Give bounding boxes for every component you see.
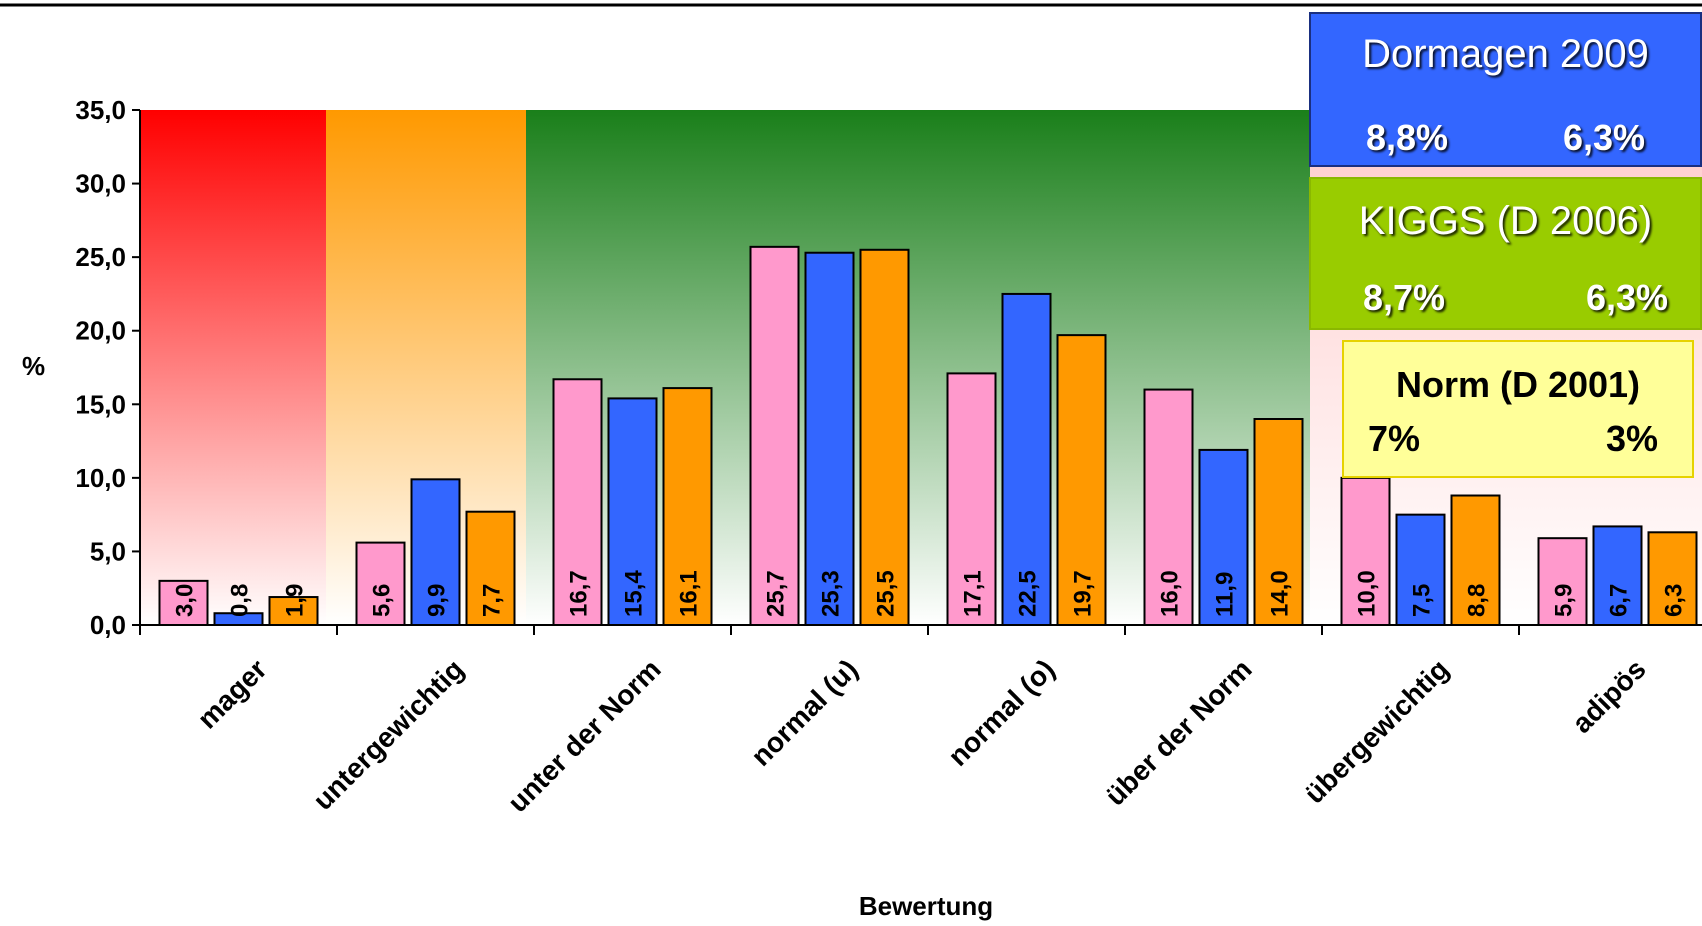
data-label: 3,0	[172, 584, 199, 617]
x-tick-label: normal (u)	[745, 653, 864, 772]
data-label: 5,6	[369, 584, 396, 617]
x-tick-label: untergewichtig	[307, 653, 470, 816]
norm-right-value: 3%	[1606, 418, 1659, 459]
bar	[552, 378, 603, 626]
data-label: 16,7	[566, 570, 593, 617]
data-label: 14,0	[1267, 570, 1294, 617]
data-labels: 3,0 5,6 16,7 25,7 17,1 16,0 10,0 5,9 0,8 9,9 15,4 2…	[172, 570, 1688, 617]
data-label: 25,5	[873, 570, 900, 617]
kiggs-title: KIGGS (D 2006)	[1358, 199, 1653, 243]
x-tick-label: unter der Norm	[502, 653, 667, 818]
y-axis: 0,0 5,0 10,0 15,0 20,0 25,0 30,0 35,0	[75, 95, 141, 640]
bar	[410, 478, 461, 627]
x-tick-label: übergewichtig	[1299, 653, 1455, 809]
y-tick-label: 25,0	[75, 242, 126, 272]
x-tick-label: adipös	[1566, 653, 1652, 739]
y-axis-title: %	[22, 351, 45, 381]
norm-left-value: 7%	[1368, 418, 1421, 459]
x-axis: mager untergewichtig unter der Norm normal …	[139, 624, 1702, 818]
norm-title: Norm (D 2001)	[1395, 364, 1641, 405]
y-tick-label: 5,0	[90, 536, 126, 566]
data-label: 16,1	[676, 570, 703, 617]
bar	[1001, 292, 1052, 626]
bar	[158, 579, 209, 626]
norm-box: Norm (D 2001) 7% 3%	[1342, 340, 1694, 478]
kiggs-left-value: 8,7%	[1363, 277, 1446, 318]
bar	[859, 248, 910, 627]
data-label: 25,7	[763, 570, 790, 617]
bar	[1592, 525, 1643, 627]
y-tick-label: 20,0	[75, 316, 126, 346]
data-label: 25,3	[818, 570, 845, 617]
y-tick-label: 0,0	[90, 610, 126, 640]
y-tick-label: 35,0	[75, 95, 126, 125]
bar	[1450, 494, 1501, 626]
data-label: 22,5	[1015, 570, 1042, 617]
data-label: 8,8	[1464, 584, 1491, 617]
kiggs-right-value: 6,3%	[1586, 277, 1669, 318]
zone-mager	[140, 110, 326, 625]
y-tick-label: 15,0	[75, 389, 126, 419]
bar	[1537, 537, 1588, 627]
data-label: 1,9	[282, 584, 309, 617]
data-label: 6,7	[1606, 584, 1633, 617]
x-tick-label: mager	[191, 653, 272, 734]
bar	[1198, 448, 1249, 626]
dormagen-right-value: 6,3%	[1563, 117, 1646, 158]
data-label: 7,5	[1409, 584, 1436, 617]
x-tick-label: über der Norm	[1099, 653, 1257, 811]
kiggs-box: KIGGS (D 2006) 8,7% 6,3%	[1309, 177, 1702, 330]
bar	[749, 245, 800, 626]
dormagen-box: Dormagen 2009 8,8% 6,3%	[1309, 12, 1702, 167]
x-tick-label: normal (o)	[942, 653, 1061, 772]
bar	[1340, 476, 1391, 626]
bars	[158, 245, 1698, 627]
data-label: 6,3	[1661, 584, 1688, 617]
bar	[268, 596, 319, 626]
data-label: 16,0	[1157, 570, 1184, 617]
y-tick-label: 10,0	[75, 463, 126, 493]
data-label: 15,4	[621, 570, 648, 617]
dormagen-left-value: 8,8%	[1366, 117, 1449, 158]
bar	[607, 397, 658, 626]
data-label: 11,9	[1212, 572, 1239, 617]
bar	[946, 372, 997, 626]
bar	[355, 541, 406, 626]
data-label: 0,8	[227, 584, 254, 617]
bar	[1056, 334, 1107, 626]
bar	[662, 387, 713, 626]
data-label: 9,9	[424, 584, 451, 617]
data-label: 7,7	[479, 584, 506, 617]
bar	[804, 251, 855, 626]
y-tick-label: 30,0	[75, 169, 126, 199]
bar	[1143, 388, 1194, 627]
x-axis-title: Bewertung	[859, 891, 993, 921]
data-label: 5,9	[1551, 584, 1578, 617]
data-label: 10,0	[1354, 570, 1381, 617]
data-label: 17,1	[960, 570, 987, 617]
dormagen-title: Dormagen 2009	[1362, 32, 1649, 76]
data-label: 19,7	[1070, 570, 1097, 617]
